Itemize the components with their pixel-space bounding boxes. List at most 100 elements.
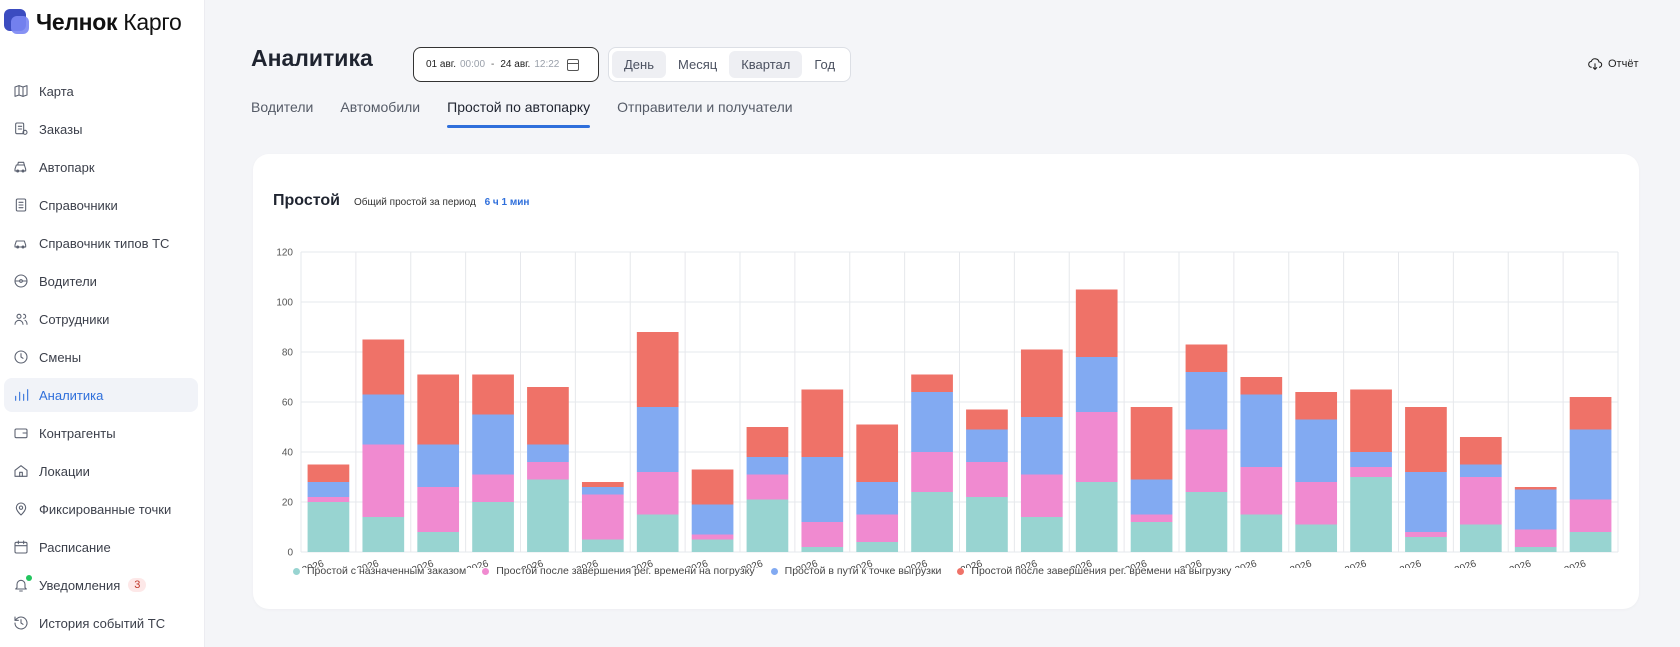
- bar-segment: [472, 502, 514, 552]
- time-from: 00:00: [459, 59, 486, 70]
- date-separator: -: [491, 59, 495, 70]
- sidebar-item-label: Расписание: [39, 539, 111, 555]
- sidebar-item-wallet[interactable]: Контрагенты: [4, 416, 198, 450]
- idle-chart-card: Простой Общий простой за период 6 ч 1 ми…: [253, 154, 1639, 609]
- card-subtitle: Общий простой за период 6 ч 1 мин: [354, 197, 529, 208]
- bar-segment: [1075, 482, 1118, 552]
- sidebar-item-label: Автопарк: [39, 159, 95, 175]
- notification-badge: 3: [128, 578, 147, 592]
- period-button[interactable]: Квартал: [729, 51, 803, 78]
- total-idle-label: Общий простой за период: [353, 197, 476, 208]
- bar-segment: [417, 532, 460, 552]
- clock-icon: [12, 348, 30, 366]
- legend-item[interactable]: Простой после завершения рег. времени на…: [482, 565, 755, 577]
- bar-segment: [1514, 529, 1557, 547]
- cloud-download-icon: [1588, 58, 1603, 71]
- date-to: 24 авг.: [500, 59, 531, 70]
- sidebar-nav: Карта Заказы Автопарк Справочники Справочник…: [0, 74, 204, 640]
- brand-logo[interactable]: Челнок Карго: [0, 0, 204, 44]
- bar-segment: [1295, 392, 1338, 420]
- bar-segment: [911, 452, 953, 492]
- analytics-icon: [12, 386, 30, 404]
- period-button[interactable]: Год: [814, 57, 836, 72]
- bar-segment: [691, 539, 734, 552]
- bar-segment: [1569, 532, 1612, 552]
- legend-item[interactable]: Простой в пути к точке выгрузки: [770, 565, 941, 577]
- legend-item[interactable]: Простой после завершения рег. времени на…: [957, 565, 1231, 577]
- period-switcher: День Месяц Квартал Год: [608, 47, 851, 82]
- bar-segment: [1075, 412, 1118, 482]
- legend-item[interactable]: Простой с назначенным заказом: [293, 565, 466, 577]
- bar-segment: [307, 464, 350, 482]
- bar-segment: [362, 517, 405, 552]
- sidebar-item-home[interactable]: Локации: [4, 454, 198, 488]
- bar-segment: [856, 424, 899, 482]
- bar-segment: [1569, 397, 1612, 430]
- bar-segment: [1130, 407, 1173, 480]
- sidebar-item-label: Справочники: [39, 197, 118, 213]
- sidebar-item-vehicle-types[interactable]: Справочник типов ТС: [4, 226, 198, 260]
- sidebar-item-steering-wheel[interactable]: Водители: [4, 264, 198, 298]
- bar-segment: [1459, 477, 1502, 525]
- bar-segment: [966, 409, 1008, 430]
- bar-segment: [856, 514, 899, 542]
- x-tick-label: 20.08.2026: [1262, 558, 1313, 568]
- bar-segment: [966, 462, 1008, 497]
- bar-segment: [581, 494, 624, 540]
- bar-segment: [636, 407, 679, 472]
- bar-segment: [1405, 472, 1447, 532]
- tab[interactable]: Автомобили: [340, 99, 421, 115]
- bar-segment: [636, 332, 679, 407]
- sidebar-item-calendar[interactable]: Расписание: [4, 530, 198, 564]
- bar-segment: [1130, 522, 1173, 552]
- report-label: Отчёт: [1608, 58, 1639, 70]
- bar-segment: [1185, 492, 1228, 552]
- bar-segment: [746, 427, 789, 457]
- tab[interactable]: Простой по автопарку: [447, 99, 591, 128]
- sidebar-item-label: Уведомления: [39, 577, 121, 593]
- chart-legend: Простой с назначенным заказом Простой пос…: [293, 565, 1247, 577]
- period-button[interactable]: День: [612, 51, 666, 78]
- calendar-icon: [567, 58, 580, 71]
- bar-segment: [801, 389, 844, 457]
- sidebar-item-clock[interactable]: Смены: [4, 340, 198, 374]
- bar-segment: [911, 492, 953, 552]
- bell-icon: [12, 576, 30, 594]
- sidebar-item-employees[interactable]: Сотрудники: [4, 302, 198, 336]
- reference-book-icon: [12, 196, 30, 214]
- sidebar-item-reference-book[interactable]: Справочники: [4, 188, 198, 222]
- bar-segment: [1130, 479, 1173, 515]
- sidebar: Челнок Карго Карта Заказы Автопарк Справочн…: [0, 0, 205, 647]
- x-tick-label: 23.08.2026: [1427, 558, 1478, 568]
- tab[interactable]: Отправители и получатели: [617, 99, 793, 115]
- sidebar-item-pin[interactable]: Фиксированные точки: [4, 492, 198, 526]
- bar-segment: [1240, 514, 1283, 552]
- brand-name: Челнок Карго: [36, 8, 182, 35]
- bar-segment: [417, 374, 460, 445]
- sidebar-item-map[interactable]: Карта: [4, 74, 198, 108]
- bar-segment: [856, 542, 899, 552]
- report-button[interactable]: Отчёт: [1587, 56, 1638, 72]
- y-tick-label: 100: [276, 298, 293, 309]
- bar-segment: [691, 534, 734, 540]
- date-range-picker[interactable]: 01 авг. 00:00 - 24 авг. 12:22: [413, 47, 599, 82]
- sidebar-item-orders[interactable]: Заказы: [4, 112, 198, 146]
- bar-segment: [1295, 482, 1338, 525]
- bar-segment: [1295, 524, 1338, 552]
- tab[interactable]: Водители: [251, 99, 314, 115]
- bar-segment: [1350, 452, 1392, 467]
- sidebar-item-history[interactable]: История событий ТС: [4, 606, 198, 640]
- idle-stacked-bar-chart: 02040608010012002.08.202603.08.202604.08…: [275, 248, 1619, 568]
- legend-dot-icon: [957, 567, 965, 575]
- legend-label: Простой после завершения рег. времени на…: [496, 565, 755, 577]
- bar-segment: [1240, 467, 1283, 515]
- sidebar-item-analytics[interactable]: Аналитика: [4, 378, 198, 412]
- period-button[interactable]: Месяц: [678, 57, 718, 72]
- sidebar-item-fleet[interactable]: Автопарк: [4, 150, 198, 184]
- bar-segment: [1350, 389, 1392, 452]
- sidebar-item-bell[interactable]: Уведомления 3: [4, 568, 198, 602]
- bar-segment: [1405, 537, 1447, 552]
- page-title: Аналитика: [251, 45, 373, 71]
- sidebar-item-label: Водители: [39, 273, 97, 289]
- bar-segment: [472, 414, 514, 475]
